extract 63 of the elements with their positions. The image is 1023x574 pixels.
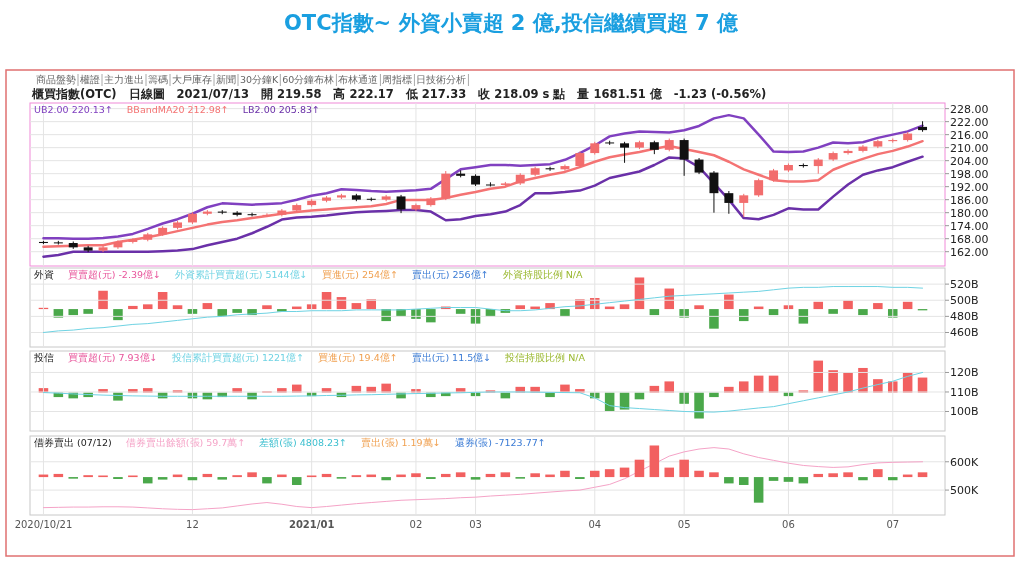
x-tick-label: 05: [677, 519, 691, 530]
y-tick-label: 162.00: [950, 245, 989, 259]
y-tick-label: 198.00: [950, 167, 989, 181]
x-tick-label: 2021/01: [288, 519, 335, 530]
text: 布林通道: [338, 74, 379, 85]
text: 籌碼: [148, 74, 168, 85]
text: 借券賣出餘額(張) 59.7萬↑: [125, 437, 246, 448]
x-tick-label: 07: [886, 519, 900, 530]
y-tick-label: 204.00: [950, 154, 989, 168]
text: 權證: [80, 74, 100, 85]
text: 商品盤勢: [36, 74, 76, 85]
y-tick-label: 228.00: [950, 102, 989, 116]
text: 日技術分析: [416, 74, 467, 85]
x-tick-label: 06: [782, 519, 795, 530]
x-tick-label: 04: [588, 519, 602, 530]
x-tick-label: 12: [186, 519, 199, 530]
y-tick-label: 120B: [950, 366, 979, 380]
y-tick-label: 110B: [950, 385, 979, 399]
text: 差額(張) 4808.23↑: [259, 437, 348, 448]
text: BBandMA20 212.98↑: [126, 104, 229, 115]
chart-subtitle: 櫃買指數(OTC) 日線圖 2021/07/13 開 219.58 高 222.17 低 217.33 收 218.09 s 點 量 1681.51 億 -1.23 (-0.56%): [31, 87, 767, 101]
series-label: 買賣超(元) -2.39億↓: [68, 269, 161, 280]
y-tick-label: 168.00: [950, 232, 989, 246]
text: 新聞: [216, 74, 236, 85]
x-tick-label: 03: [469, 519, 482, 530]
chart-title: 借券賣出 (07/12): [34, 437, 112, 448]
annotation: 賣出(元) 256億↑: [412, 269, 489, 280]
chart-title: OTC指數~ 外資小賣超 2 億,投信繼續買超 7 億: [284, 11, 739, 35]
x-tick-label: 2020/10/21: [14, 519, 73, 530]
text: 投信累計買賣超(元) 1221億↑: [170, 352, 305, 363]
chart-title: 外資: [34, 269, 54, 280]
annotation: 賣出(元) 11.5億↓: [411, 352, 492, 363]
annotation: 買進(元) 19.4億↑: [318, 352, 398, 363]
text: LB2.00 205.83↑: [242, 104, 320, 115]
text: 大戶庫存: [172, 74, 212, 85]
annotation: 賣出(張) 1.19萬↓: [361, 437, 441, 448]
text: 30分鐘K: [240, 74, 280, 85]
y-tick-label: 216.00: [950, 128, 989, 142]
annotation: 投信持股比例 N/A: [504, 352, 586, 363]
y-tick-label: 192.00: [950, 180, 989, 194]
annotation: 還券(張) -7123.77↑: [454, 437, 546, 448]
y-tick-label: 600K: [950, 455, 979, 469]
x-tick-label: 02: [409, 519, 423, 530]
text: 周指標: [382, 74, 413, 85]
annotation: 外資持股比例 N/A: [502, 269, 583, 280]
y-tick-label: 174.00: [950, 219, 989, 233]
y-tick-label: 222.00: [950, 115, 989, 129]
y-tick-label: 180.00: [950, 206, 989, 220]
y-tick-label: 100B: [950, 405, 979, 419]
y-tick-label: 520B: [950, 278, 979, 292]
y-tick-label: 210.00: [950, 141, 989, 155]
text: 外資累計買賣超(元) 5144億↓: [174, 269, 308, 280]
chart-title: 投信: [33, 352, 54, 363]
y-tick-label: 500K: [950, 484, 979, 498]
text: 60分鐘布林: [282, 74, 335, 85]
text: 買賣超(元) 7.93億↓: [68, 352, 158, 363]
y-tick-label: 500B: [950, 294, 979, 308]
y-tick-label: 480B: [950, 310, 979, 324]
annotation: 買進(元) 254億↑: [321, 269, 399, 280]
y-tick-label: 186.00: [950, 193, 989, 207]
text: UB2.00 220.13↑: [34, 104, 113, 115]
text: 主力進出: [104, 74, 144, 85]
y-tick-label: 460B: [950, 326, 979, 340]
